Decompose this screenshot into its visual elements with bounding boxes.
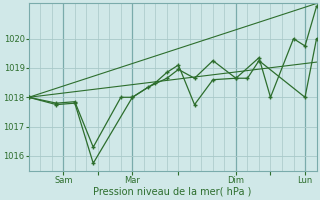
X-axis label: Pression niveau de la mer( hPa ): Pression niveau de la mer( hPa ) <box>93 187 252 197</box>
